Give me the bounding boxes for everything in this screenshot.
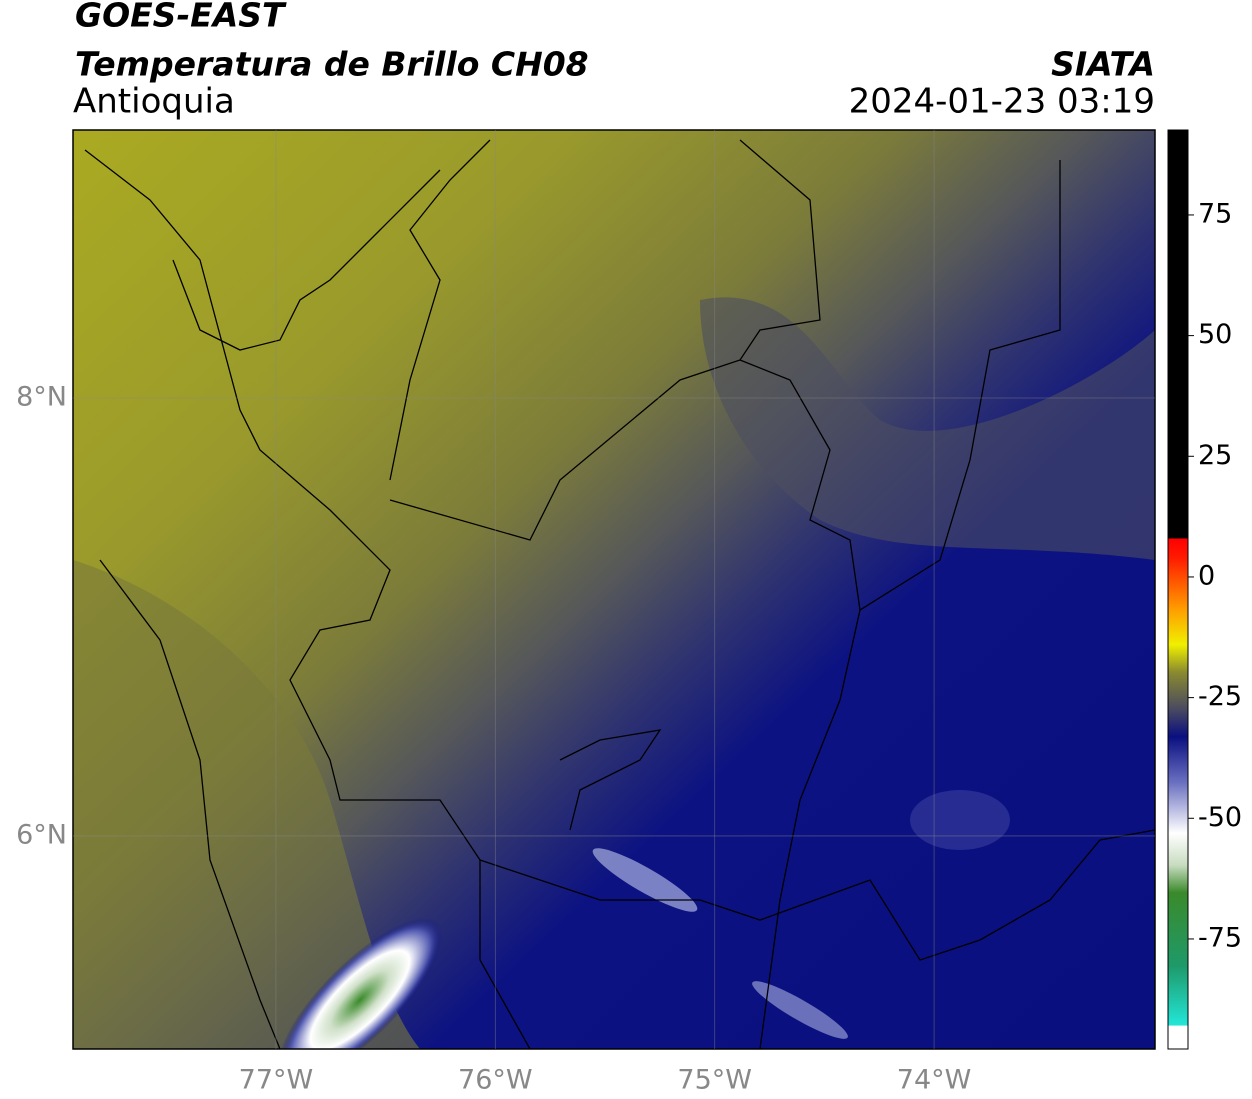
x-tick-label: 76°W — [458, 1065, 533, 1096]
graticule — [73, 130, 1155, 1049]
map-frame — [72, 129, 1156, 1050]
x-tick-label: 75°W — [677, 1065, 752, 1096]
colorbar-tick-label: 75 — [1198, 198, 1232, 229]
timestamp: 2024-01-23 03:19 — [849, 82, 1155, 122]
colorbar-tick-label: 0 — [1198, 560, 1215, 591]
y-tick-label: 6°N — [16, 819, 67, 850]
subtitle: Temperatura de Brillo CH08 — [75, 45, 589, 84]
colorbar-tick-label: 25 — [1198, 440, 1232, 471]
colorbar — [1167, 129, 1189, 1050]
source: SIATA — [1051, 45, 1155, 84]
colorbar-tick-label: -25 — [1198, 681, 1242, 712]
colorbar-tick-label: -75 — [1198, 922, 1242, 953]
colorbar-tick-label: 50 — [1198, 319, 1232, 350]
region: Antioquia — [73, 82, 235, 122]
x-tick-label: 77°W — [239, 1065, 314, 1096]
map-image — [73, 130, 1155, 1049]
x-tick-label: 74°W — [897, 1065, 972, 1096]
title: GOES-EAST — [75, 0, 287, 35]
y-tick-label: 8°N — [16, 382, 67, 413]
colorbar-tick-label: -50 — [1198, 802, 1242, 833]
